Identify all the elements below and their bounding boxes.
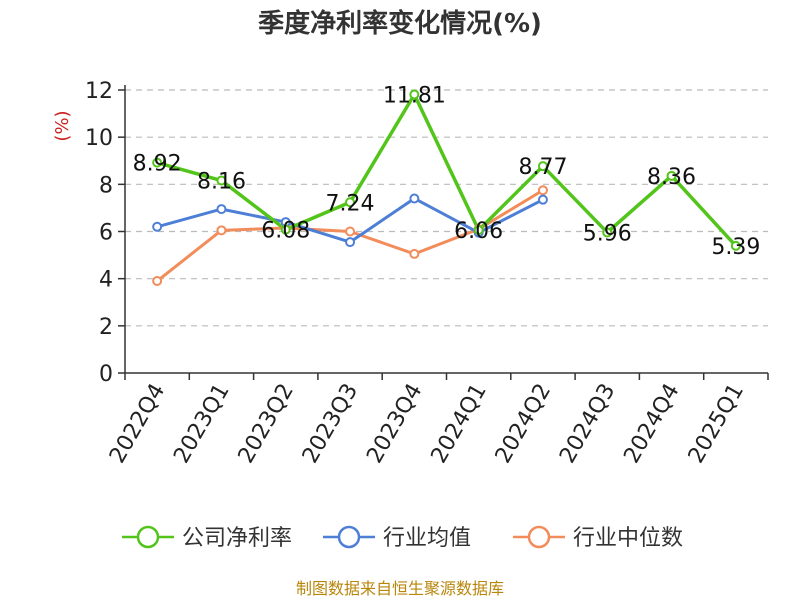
y-tick-label: 10 [85,126,113,151]
data-point [216,204,227,215]
data-label: 8.36 [647,165,696,190]
data-point [730,240,741,251]
y-tick-label: 12 [85,79,113,104]
data-label: 8.77 [518,155,567,180]
x-tick-label: 2024Q4 [619,380,684,468]
data-label: 6.08 [261,219,310,244]
data-point [666,170,677,181]
data-point [216,225,227,236]
source-note: 制图数据来自恒生聚源数据库 [296,579,504,598]
y-axis-label: (%) [52,110,73,141]
data-point [345,237,356,248]
data-label: 6.06 [454,219,503,244]
data-point [537,194,548,205]
legend-label: 公司净利率 [182,526,292,551]
legend-marker [337,525,361,549]
grid-lines [125,89,768,327]
series-points [152,89,741,287]
x-tick-label: 2024Q1 [427,380,492,468]
data-point [409,248,420,259]
data-point [537,161,548,172]
data-label: 5.39 [711,235,760,260]
x-tick-label: 2022Q4 [105,380,170,468]
data-point [409,193,420,204]
legend: 公司净利率 行业均值 行业中位数 [122,525,683,551]
data-point [345,226,356,237]
chart-title: 季度净利率变化情况(%) [258,8,542,39]
data-point [152,276,163,287]
legend-label: 行业均值 [383,526,471,551]
x-tick-label: 2023Q4 [362,380,427,468]
data-point [216,175,227,186]
data-label: 8.16 [197,170,246,195]
x-tick-label: 2023Q3 [298,380,363,468]
y-tick-label: 8 [99,173,113,198]
data-point [537,185,548,196]
x-tick-label: 2024Q3 [555,380,620,468]
data-label: 7.24 [326,191,375,216]
x-tick-label: 2023Q1 [169,380,234,468]
series-line [156,92,738,248]
x-tick-label: 2024Q2 [491,380,556,468]
data-point [602,227,613,238]
data-point [280,224,291,235]
data-point [345,197,356,208]
data-labels: 8.92 8.16 6.08 7.24 11.81 6.06 8.77 5.96 8.36 5.3… [133,83,761,259]
x-tick-label: 2025Q1 [684,380,749,468]
data-label: 11.81 [383,83,446,108]
legend-marker [527,525,551,549]
y-tick-label: 0 [99,362,113,387]
data-label: 5.96 [583,221,632,246]
data-point [152,221,163,232]
y-tick-label: 6 [99,221,113,246]
legend-marker [136,525,160,549]
x-tick-label: 2023Q2 [234,380,299,468]
data-point [409,89,420,100]
data-point [152,157,163,168]
y-tick-label: 4 [99,268,113,293]
y-tick-label: 2 [99,315,113,340]
data-label: 8.92 [133,152,182,177]
data-point [473,225,484,236]
legend-label: 行业中位数 [573,526,683,551]
